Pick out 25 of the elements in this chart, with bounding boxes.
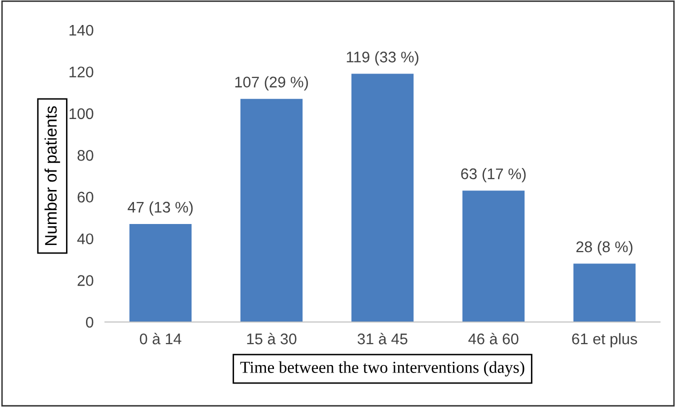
- bar: [351, 74, 414, 322]
- x-tick-label: 61 et plus: [572, 333, 638, 348]
- bar: [129, 224, 192, 322]
- data-label: 63 (17 %): [461, 168, 526, 182]
- y-tick-label: 60: [78, 192, 94, 203]
- y-tick-label: 40: [77, 233, 94, 244]
- data-label: 119 (33 %): [346, 51, 418, 66]
- bar: [462, 190, 525, 322]
- x-tick-label: 0 à 14: [140, 332, 182, 344]
- x-axis-title: Time between the two interventions (days): [240, 361, 524, 376]
- data-label: 47 (13 %): [128, 201, 193, 216]
- y-tick-label: 20: [78, 275, 94, 286]
- data-label: 107 (29 %): [235, 76, 308, 90]
- data-label: 28 (8 %): [576, 241, 632, 256]
- x-tick-label: 31 à 45: [358, 332, 408, 344]
- bar: [240, 98, 303, 322]
- y-tick-label: 100: [70, 108, 94, 120]
- x-tick-label: 15 à 30: [247, 332, 296, 344]
- y-tick-label: 140: [70, 24, 94, 36]
- y-tick-label: 0: [86, 316, 94, 328]
- bar: [573, 264, 636, 322]
- x-tick-label: 46 à 60: [468, 332, 518, 344]
- y-tick-label: 80: [78, 150, 94, 161]
- y-axis-title: Number of patients: [44, 106, 60, 246]
- y-tick-label: 120: [70, 66, 94, 78]
